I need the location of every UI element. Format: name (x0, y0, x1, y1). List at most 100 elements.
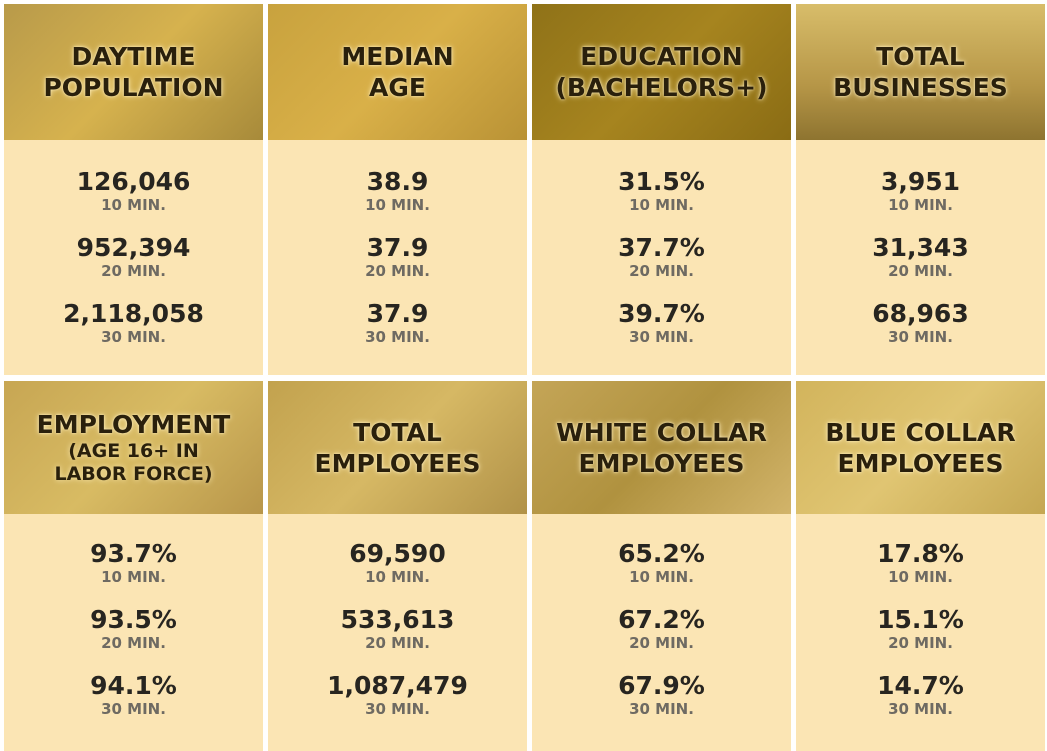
stat-label: 10 MIN. (629, 196, 694, 214)
stat: 37.7% 20 MIN. (532, 233, 791, 281)
stat-value: 38.9 (366, 167, 429, 196)
stat-label: 30 MIN. (629, 700, 694, 718)
card-header: EMPLOYMENT (AGE 16+ IN LABOR FORCE) (4, 381, 263, 514)
card-title: EDUCATION (580, 42, 743, 71)
card-title: AGE (369, 73, 426, 102)
card-title: EMPLOYEES (314, 448, 481, 478)
stat-card: EMPLOYMENT (AGE 16+ IN LABOR FORCE) 93.7% 10… (4, 381, 263, 751)
stat-label: 30 MIN. (365, 328, 430, 346)
stat: 952,394 20 MIN. (4, 233, 263, 281)
stat-value: 2,118,058 (63, 299, 204, 328)
stat-label: 30 MIN. (629, 328, 694, 346)
stat: 67.2% 20 MIN. (532, 605, 791, 653)
card-header: TOTAL BUSINESSES (796, 4, 1045, 140)
stat-label: 10 MIN. (629, 568, 694, 586)
card-title: BUSINESSES (833, 73, 1008, 102)
stat: 2,118,058 30 MIN. (4, 299, 263, 347)
stat-value: 952,394 (76, 233, 191, 262)
card-header: TOTAL EMPLOYEES (268, 381, 527, 514)
card-title: (BACHELORS+) (555, 73, 768, 102)
stat: 65.2% 10 MIN. (532, 539, 791, 587)
stat-label: 20 MIN. (365, 262, 430, 280)
stat-label: 20 MIN. (888, 262, 953, 280)
stat-label: 20 MIN. (629, 262, 694, 280)
stat-value: 14.7% (877, 671, 964, 700)
card-header: DAYTIME POPULATION (4, 4, 263, 140)
stat-label: 30 MIN. (101, 700, 166, 718)
stat: 39.7% 30 MIN. (532, 299, 791, 347)
stat-card: TOTAL EMPLOYEES 69,590 10 MIN. 533,613 20 MIN… (268, 381, 527, 751)
stat-value: 67.2% (618, 605, 705, 634)
stat-label: 10 MIN. (101, 568, 166, 586)
card-title: MEDIAN (341, 42, 454, 71)
stat-label: 20 MIN. (629, 634, 694, 652)
stat: 37.9 20 MIN. (268, 233, 527, 281)
stat-label: 30 MIN. (888, 700, 953, 718)
card-title: TOTAL (353, 417, 442, 447)
stat-value: 37.9 (366, 233, 429, 262)
stat-value: 65.2% (618, 539, 705, 568)
card-title: TOTAL (876, 42, 965, 71)
stat-card: WHITE COLLAR EMPLOYEES 65.2% 10 MIN. 67.2% 20… (532, 381, 791, 751)
stat-label: 30 MIN. (888, 328, 953, 346)
stat-value: 39.7% (618, 299, 705, 328)
stat: 3,951 10 MIN. (796, 167, 1045, 215)
stat: 15.1% 20 MIN. (796, 605, 1045, 653)
card-header: EDUCATION (BACHELORS+) (532, 4, 791, 140)
stat-label: 20 MIN. (101, 634, 166, 652)
stat-value: 67.9% (618, 671, 705, 700)
stat-value: 1,087,479 (327, 671, 468, 700)
stat-label: 20 MIN. (101, 262, 166, 280)
stat-value: 3,951 (880, 167, 961, 196)
stat-value: 37.9 (366, 299, 429, 328)
card-title: WHITE COLLAR (556, 417, 767, 447)
stat: 14.7% 30 MIN. (796, 671, 1045, 719)
stat-value: 37.7% (618, 233, 705, 262)
stat: 93.7% 10 MIN. (4, 539, 263, 587)
stat: 533,613 20 MIN. (268, 605, 527, 653)
stat-value: 126,046 (76, 167, 191, 196)
stat-card: DAYTIME POPULATION 126,046 10 MIN. 952,394 20… (4, 4, 263, 375)
card-header: MEDIAN AGE (268, 4, 527, 140)
card-subtitle: (AGE 16+ IN (68, 440, 199, 462)
stat-label: 20 MIN. (888, 634, 953, 652)
stat-card: BLUE COLLAR EMPLOYEES 17.8% 10 MIN. 15.1% 20 … (796, 381, 1045, 751)
stat: 69,590 10 MIN. (268, 539, 527, 587)
stat-value: 93.5% (90, 605, 177, 634)
card-title: EMPLOYMENT (36, 410, 231, 439)
stat: 94.1% 30 MIN. (4, 671, 263, 719)
stat: 37.9 30 MIN. (268, 299, 527, 347)
stat-value: 15.1% (877, 605, 964, 634)
stat-value: 68,963 (872, 299, 969, 328)
stat-value: 17.8% (877, 539, 964, 568)
stat-value: 94.1% (90, 671, 177, 700)
card-header: WHITE COLLAR EMPLOYEES (532, 381, 791, 514)
stat-label: 10 MIN. (101, 196, 166, 214)
stat-value: 533,613 (340, 605, 455, 634)
stat-card: EDUCATION (BACHELORS+) 31.5% 10 MIN. 37.7% 20… (532, 4, 791, 375)
card-subtitle: LABOR FORCE) (54, 463, 213, 485)
stat-value: 31,343 (872, 233, 969, 262)
stat: 1,087,479 30 MIN. (268, 671, 527, 719)
stat-label: 10 MIN. (365, 196, 430, 214)
stat: 17.8% 10 MIN. (796, 539, 1045, 587)
stat-label: 10 MIN. (365, 568, 430, 586)
stat-label: 30 MIN. (101, 328, 166, 346)
stat-value: 69,590 (349, 539, 446, 568)
card-title: BLUE COLLAR (825, 417, 1016, 447)
card-header: BLUE COLLAR EMPLOYEES (796, 381, 1045, 514)
stat-label: 10 MIN. (888, 568, 953, 586)
card-title: EMPLOYEES (837, 448, 1004, 478)
stat-card: TOTAL BUSINESSES 3,951 10 MIN. 31,343 20 MIN.… (796, 4, 1045, 375)
card-title: DAYTIME (71, 42, 196, 71)
stat-label: 30 MIN. (365, 700, 430, 718)
stat: 38.9 10 MIN. (268, 167, 527, 215)
card-title: EMPLOYEES (578, 448, 745, 478)
stat: 126,046 10 MIN. (4, 167, 263, 215)
stat: 31.5% 10 MIN. (532, 168, 791, 215)
stat-card: MEDIAN AGE 38.9 10 MIN. 37.9 20 MIN. 37.9 30 MI… (268, 4, 527, 375)
stat: 67.9% 30 MIN. (532, 671, 791, 719)
stat-value: 93.7% (90, 539, 177, 568)
stat: 68,963 30 MIN. (796, 299, 1045, 347)
